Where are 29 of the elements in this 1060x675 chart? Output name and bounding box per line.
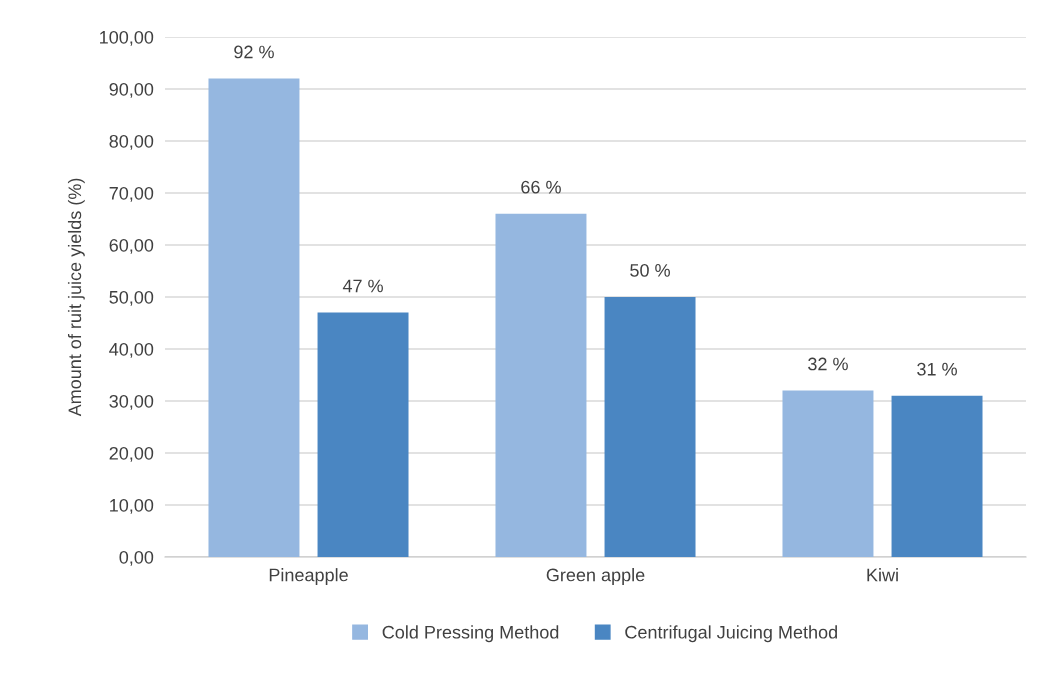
data-label: 47 % (342, 279, 383, 293)
y-tick-label: 0,00 (119, 550, 154, 566)
y-tick-label: 40,00 (109, 342, 154, 358)
x-tick-label: Kiwi (867, 568, 898, 582)
x-tick-label: Green apple (546, 568, 645, 585)
legend-label: Cold Pressing Method (382, 625, 559, 643)
data-label: 92 % (234, 45, 274, 59)
x-tick-label: Pineapple (269, 568, 348, 585)
bar (782, 390, 874, 557)
y-tick-label: 90,00 (109, 82, 154, 98)
bar (495, 213, 587, 557)
y-tick-label: 100,00 (100, 30, 154, 46)
legend-label: Centrifugal Juicing Method (625, 625, 837, 643)
y-tick-label: 60,00 (109, 238, 154, 254)
y-tick-label: 80,00 (109, 134, 154, 150)
data-label: 66 % (521, 180, 561, 194)
data-label: 50 % (630, 263, 670, 277)
data-label: 31 % (917, 362, 957, 376)
bar (604, 297, 696, 557)
y-tick-label: 10,00 (110, 498, 154, 514)
data-label: 32 % (808, 357, 848, 371)
y-tick-label: 50,00 (109, 290, 154, 306)
y-tick-label: 70,00 (109, 186, 154, 202)
y-tick-label: 30,00 (109, 394, 154, 410)
y-tick-label: 20,00 (109, 446, 154, 462)
bar (317, 312, 409, 557)
bar (208, 78, 300, 557)
bar (891, 395, 983, 557)
y-axis-title: Amount of ruit juice yields (%) (67, 178, 85, 417)
